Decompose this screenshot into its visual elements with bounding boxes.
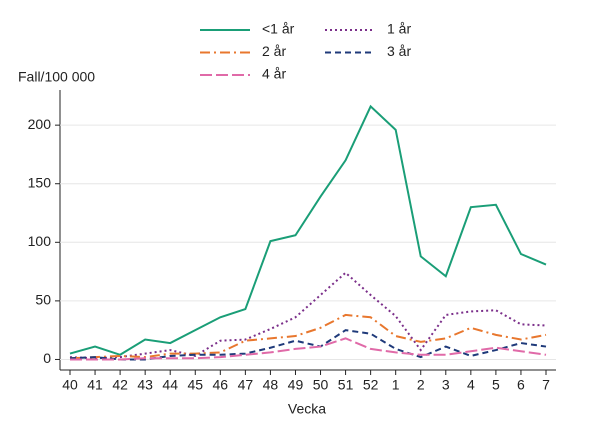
x-tick-label: 41 — [87, 377, 103, 393]
legend-label: <1 år — [262, 21, 295, 37]
x-tick-label: 40 — [62, 377, 78, 393]
x-tick-label: 2 — [417, 377, 425, 393]
y-tick-label: 100 — [28, 233, 52, 249]
y-tick-label: 0 — [43, 350, 51, 366]
x-tick-label: 50 — [313, 377, 329, 393]
x-tick-label: 43 — [137, 377, 153, 393]
y-axis-label: Fall/100 000 — [18, 69, 95, 85]
legend-label: 2 år — [262, 43, 286, 59]
series-line — [69, 271, 547, 360]
x-tick-label: 47 — [238, 377, 254, 393]
x-tick-label: 51 — [338, 377, 354, 393]
legend-label: 3 år — [387, 43, 411, 59]
x-axis-label: Vecka — [288, 401, 326, 417]
x-tick-label: 45 — [187, 377, 203, 393]
x-tick-label: 44 — [162, 377, 178, 393]
x-tick-label: 48 — [263, 377, 279, 393]
series-line — [69, 104, 547, 356]
x-tick-label: 49 — [288, 377, 304, 393]
legend-label: 1 år — [387, 21, 411, 37]
x-tick-label: 3 — [442, 377, 450, 393]
y-tick-label: 200 — [28, 116, 52, 132]
series-line — [69, 313, 547, 360]
x-tick-label: 7 — [542, 377, 550, 393]
x-tick-label: 42 — [112, 377, 128, 393]
series-line — [70, 337, 547, 361]
y-tick-label: 150 — [28, 174, 52, 190]
x-tick-label: 52 — [363, 377, 379, 393]
y-tick-label: 50 — [35, 292, 51, 308]
x-tick-label: 46 — [213, 377, 229, 393]
series-line — [69, 329, 547, 361]
legend-label: 4 år — [262, 66, 286, 82]
x-tick-label: 5 — [492, 377, 500, 393]
x-tick-label: 1 — [392, 377, 400, 393]
x-tick-label: 6 — [517, 377, 525, 393]
x-tick-label: 4 — [467, 377, 475, 393]
